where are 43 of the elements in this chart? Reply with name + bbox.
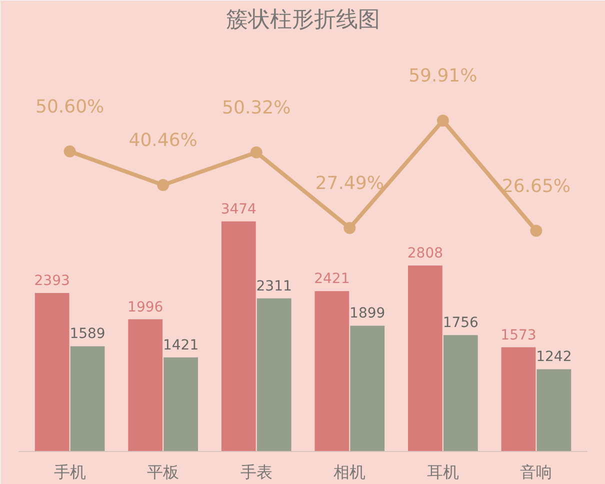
bar [443, 335, 478, 452]
data-label: 59.91% [408, 66, 478, 87]
bar [70, 346, 105, 452]
data-label: 1756 [442, 315, 479, 332]
data-label: 50.32% [222, 97, 291, 118]
bar [128, 319, 163, 452]
point [250, 146, 262, 158]
data-label: 2421 [314, 271, 350, 288]
data-label: 1421 [162, 337, 199, 354]
x-tick-label: 平板 [147, 462, 180, 482]
point [344, 222, 356, 234]
x-tick-label: 音响 [520, 462, 552, 482]
x-tick-label: 手机 [54, 462, 86, 482]
data-label: 1573 [500, 327, 536, 344]
chart-title: 簇状柱形折线图 [226, 8, 380, 32]
data-label: 3474 [220, 201, 257, 218]
x-tick-label: 耳机 [426, 462, 459, 482]
data-label: 1996 [128, 299, 164, 316]
point [64, 145, 76, 158]
bar [501, 347, 536, 452]
bar [314, 291, 350, 452]
data-label: 1899 [350, 306, 386, 322]
bar [34, 292, 70, 452]
data-label: 2393 [34, 272, 70, 289]
x-tick-label: 手表 [240, 462, 272, 482]
data-label: 27.49% [315, 172, 384, 194]
data-label: 40.46% [128, 130, 198, 152]
bar [350, 326, 385, 452]
bar [256, 298, 292, 452]
bar [536, 369, 572, 452]
data-label: 1589 [70, 326, 106, 342]
data-label: 1242 [536, 349, 572, 366]
data-label: 2808 [407, 246, 444, 262]
bar [164, 357, 198, 452]
point [436, 114, 449, 127]
data-label: 50.60% [35, 96, 104, 118]
bar [221, 221, 256, 452]
bar [408, 266, 442, 452]
x-tick-label: 相机 [334, 462, 366, 482]
point [530, 224, 542, 237]
point [157, 179, 170, 192]
data-label: 2311 [256, 278, 292, 294]
data-label: 26.65% [502, 176, 571, 197]
